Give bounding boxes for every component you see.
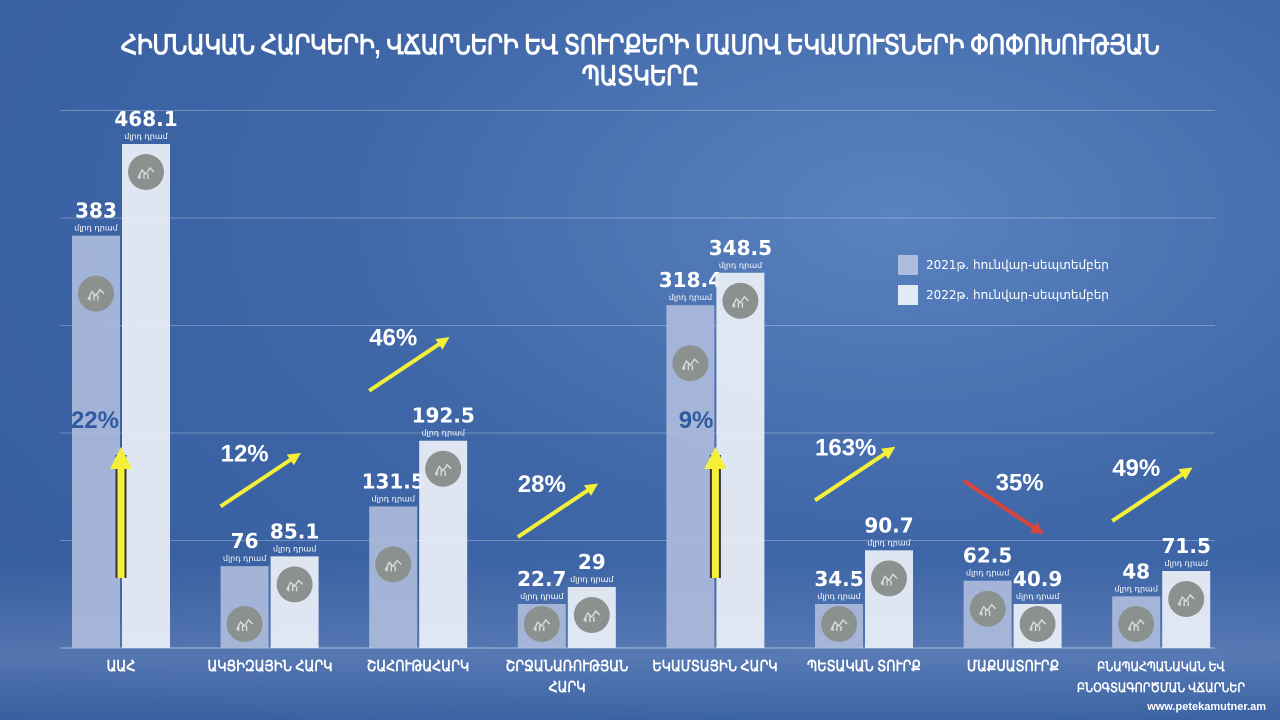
change-label: 163% — [815, 434, 876, 461]
category-label: ԱԱՀ — [106, 658, 136, 675]
data-label: 22.7 — [517, 567, 566, 591]
chart-icon — [821, 606, 857, 642]
data-label: 131.5 — [362, 469, 425, 493]
chart-icon — [573, 597, 610, 633]
change-label: 12% — [221, 440, 269, 467]
down-arrow — [962, 479, 1044, 535]
category-label: ԱԿՑԻԶԱՅԻՆ ՀԱՐԿ — [207, 658, 333, 675]
unit-label: մլրդ դրամ — [1164, 559, 1208, 568]
unit-label: մլրդ դրամ — [1016, 592, 1060, 601]
data-label: 383 — [75, 199, 117, 223]
data-label: 34.5 — [814, 567, 863, 591]
chart-icon — [128, 154, 164, 190]
legend: 2021թ. հունվար-սեպտեմբեր 2022թ. հունվար-… — [898, 250, 1109, 310]
up-arrow — [368, 337, 450, 393]
category-label: ՄԱՔՍԱՏՈՒՐՔ — [966, 658, 1059, 675]
chart-icon-glyph — [880, 573, 898, 586]
unit-label: մլրդ դրամ — [719, 261, 763, 270]
chart-icon-glyph — [434, 463, 452, 476]
chart-icon — [226, 606, 263, 642]
category-label: ԵԿԱՄՏԱՅԻՆ ՀԱՐԿ — [652, 658, 779, 675]
chart-icon-glyph — [1177, 593, 1195, 607]
chart-icon — [78, 275, 114, 312]
legend-swatch — [898, 285, 918, 305]
page-title: ՀԻՄՆԱԿԱՆ ՀԱՐԿԵՐԻ, ՎՃԱՐՆԵՐԻ ԵՎ ՏՈՒՐՔԵՐԻ Մ… — [120, 30, 1160, 91]
legend-label: 2021թ. հունվար-սեպտեմբեր — [926, 258, 1109, 272]
unit-label: մլրդ դրամ — [421, 429, 465, 438]
unit-label: մլրդ դրամ — [966, 569, 1010, 578]
unit-label: մլրդ դրամ — [74, 224, 118, 233]
data-label: 348.5 — [709, 236, 772, 260]
unit-label: մլրդ դրամ — [371, 494, 415, 503]
background-glow — [0, 560, 1280, 720]
chart-icon — [523, 606, 560, 642]
unit-label: մլրդ դրամ — [669, 293, 713, 302]
chart-icon-glyph — [681, 358, 699, 371]
change-label: 22% — [71, 407, 119, 434]
category-label: ՇՐՋԱՆԱՌՈՒԹՅԱՆ ՀԱՐԿ — [505, 658, 629, 696]
chart-icon — [1168, 581, 1205, 618]
data-label: 90.7 — [864, 513, 913, 537]
up-arrow — [516, 483, 599, 539]
chart-icon-glyph — [583, 609, 601, 622]
data-label: 48 — [1122, 559, 1150, 583]
change-label: 9% — [679, 407, 714, 434]
unit-label: մլրդ դրամ — [223, 554, 267, 563]
unit-label: մլրդ դրամ — [817, 592, 861, 601]
change-label: 49% — [1112, 455, 1160, 482]
bar-2022 — [716, 272, 765, 648]
up-arrow — [813, 446, 896, 503]
data-label: 62.5 — [963, 544, 1012, 568]
chart-icon — [672, 345, 709, 382]
data-label: 40.9 — [1013, 567, 1062, 591]
chart-icon-glyph — [87, 288, 105, 301]
category-label: ԲՆԱՊԱՀՊԱՆԱԿԱՆ ԵՎ ԲՆՕԳՏԱԳՈՐԾՄԱՆ ՎՃԱՐՆԵՐ — [1077, 659, 1246, 695]
unit-label: մլրդ դրամ — [520, 592, 564, 601]
chart-icon-glyph — [384, 559, 402, 572]
legend-swatch — [898, 255, 918, 275]
chart-icon-glyph — [285, 579, 304, 592]
chart-icon-glyph — [830, 618, 848, 631]
data-label: 85.1 — [270, 519, 319, 543]
change-label: 46% — [369, 325, 417, 352]
chart-icon-glyph — [731, 295, 749, 308]
chart-icon-glyph — [235, 618, 254, 631]
bar-2022 — [122, 144, 170, 648]
category-label: ՊԵՏԱԿԱՆ ՏՈՒՐՔ — [807, 658, 921, 675]
category-label: ՇԱՀՈՒԹԱՀԱՐԿ — [366, 658, 470, 675]
data-label: 468.1 — [114, 107, 177, 131]
chart-icon — [1118, 606, 1155, 642]
change-label: 28% — [518, 471, 566, 498]
chart-icon — [871, 560, 907, 597]
data-label: 192.5 — [412, 404, 475, 428]
chart-icon-glyph — [137, 166, 155, 179]
chart-icon — [722, 282, 759, 319]
website-link[interactable]: www.petekamutner.am — [1147, 701, 1266, 713]
chart-icon — [1019, 606, 1056, 642]
chart-icon — [425, 450, 462, 487]
up-arrow — [1111, 467, 1193, 523]
unit-label: մլրդ դրամ — [1114, 584, 1158, 593]
data-label: 318.4 — [659, 268, 722, 292]
chart-icon — [375, 546, 412, 583]
chart-icon — [276, 566, 313, 603]
unit-label: մլրդ դրամ — [867, 538, 911, 547]
chart-icon-glyph — [533, 618, 551, 631]
change-label: 35% — [996, 470, 1044, 497]
data-label: 76 — [231, 529, 259, 553]
legend-item-2022: 2022թ. հունվար-սեպտեմբեր — [898, 280, 1109, 310]
chart-icon-glyph — [978, 603, 997, 616]
data-label: 29 — [578, 550, 606, 574]
unit-label: մլրդ դրամ — [570, 575, 614, 584]
chart-icon-glyph — [1127, 618, 1145, 631]
legend-item-2021: 2021թ. հունվար-սեպտեմբեր — [898, 250, 1109, 280]
up-arrow — [219, 452, 301, 509]
chart-icon-glyph — [1028, 618, 1047, 631]
legend-label: 2022թ. հունվար-սեպտեմբեր — [926, 288, 1109, 302]
data-label: 71.5 — [1162, 534, 1211, 558]
unit-label: մլրդ դրամ — [273, 544, 317, 553]
unit-label: մլրդ դրամ — [124, 132, 168, 141]
chart-icon — [969, 590, 1006, 627]
